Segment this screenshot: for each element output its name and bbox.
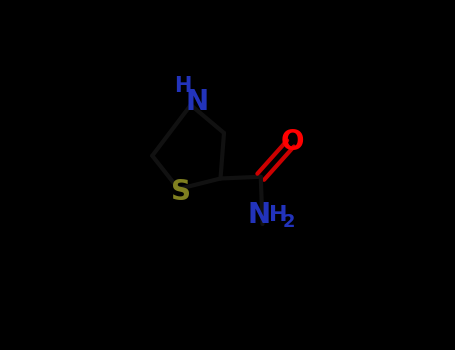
Text: H: H bbox=[269, 205, 288, 225]
Text: N: N bbox=[248, 201, 271, 229]
Text: S: S bbox=[171, 178, 191, 206]
Text: 2: 2 bbox=[283, 213, 295, 231]
Text: H: H bbox=[174, 76, 192, 96]
Text: O: O bbox=[280, 128, 304, 156]
Text: N: N bbox=[186, 88, 208, 116]
